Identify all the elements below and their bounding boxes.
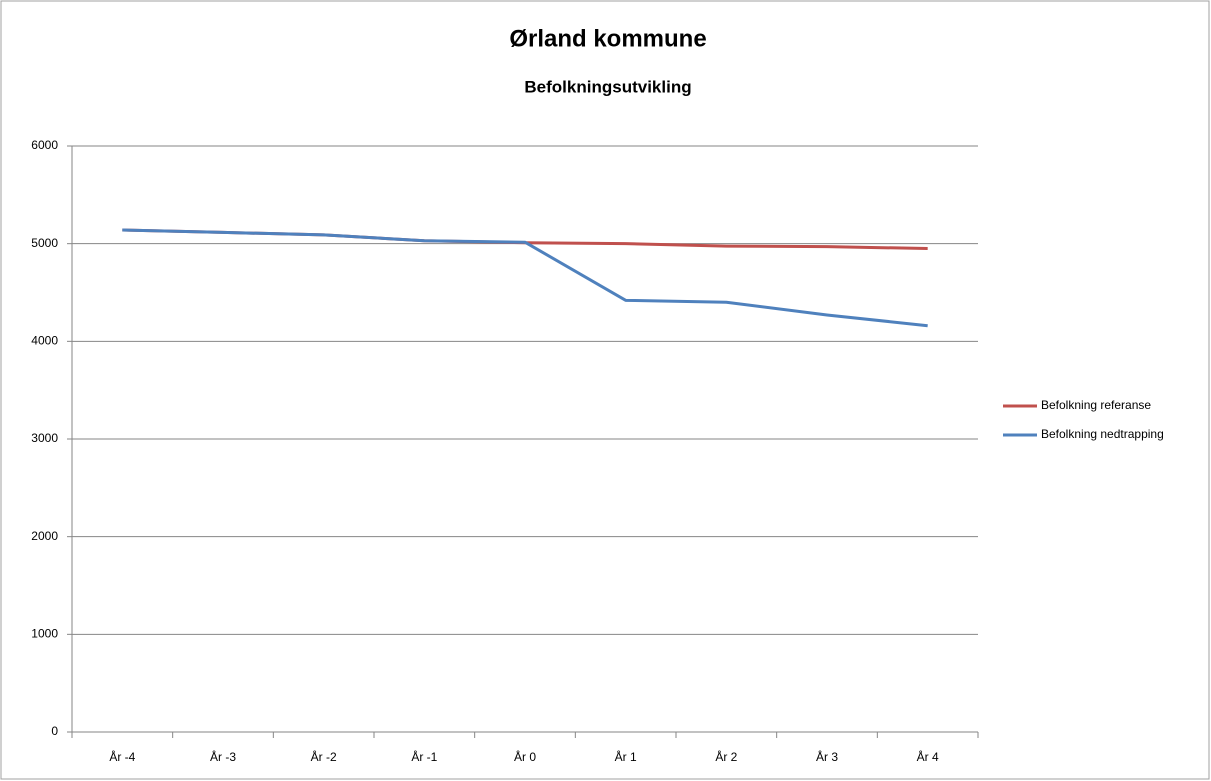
legend-label: Befolkning referanse xyxy=(1041,398,1151,412)
x-tick-label: År -2 xyxy=(311,749,337,764)
chart-subtitle: Befolkningsutvikling xyxy=(524,77,691,96)
y-tick-label: 6000 xyxy=(31,138,58,152)
data-line xyxy=(122,228,928,328)
x-tick-label: År -3 xyxy=(210,749,236,764)
y-tick-label: 1000 xyxy=(31,627,58,641)
x-tick-label: År -4 xyxy=(109,749,135,764)
y-tick-label: 0 xyxy=(51,724,58,738)
y-tick-label: 4000 xyxy=(31,334,58,348)
x-tick-label: År 1 xyxy=(615,749,637,764)
y-tick-label: 3000 xyxy=(31,431,58,445)
x-tick-label: År 0 xyxy=(514,749,536,764)
x-tick-label: År 3 xyxy=(816,749,838,764)
x-tick-label: År -1 xyxy=(411,749,437,764)
x-tick-label: År 2 xyxy=(715,749,737,764)
legend-label: Befolkning nedtrapping xyxy=(1041,427,1164,441)
x-tick-label: År 4 xyxy=(917,749,939,764)
y-tick-label: 2000 xyxy=(31,529,58,543)
y-tick-label: 5000 xyxy=(31,236,58,250)
chart-title: Ørland kommune xyxy=(509,25,706,52)
